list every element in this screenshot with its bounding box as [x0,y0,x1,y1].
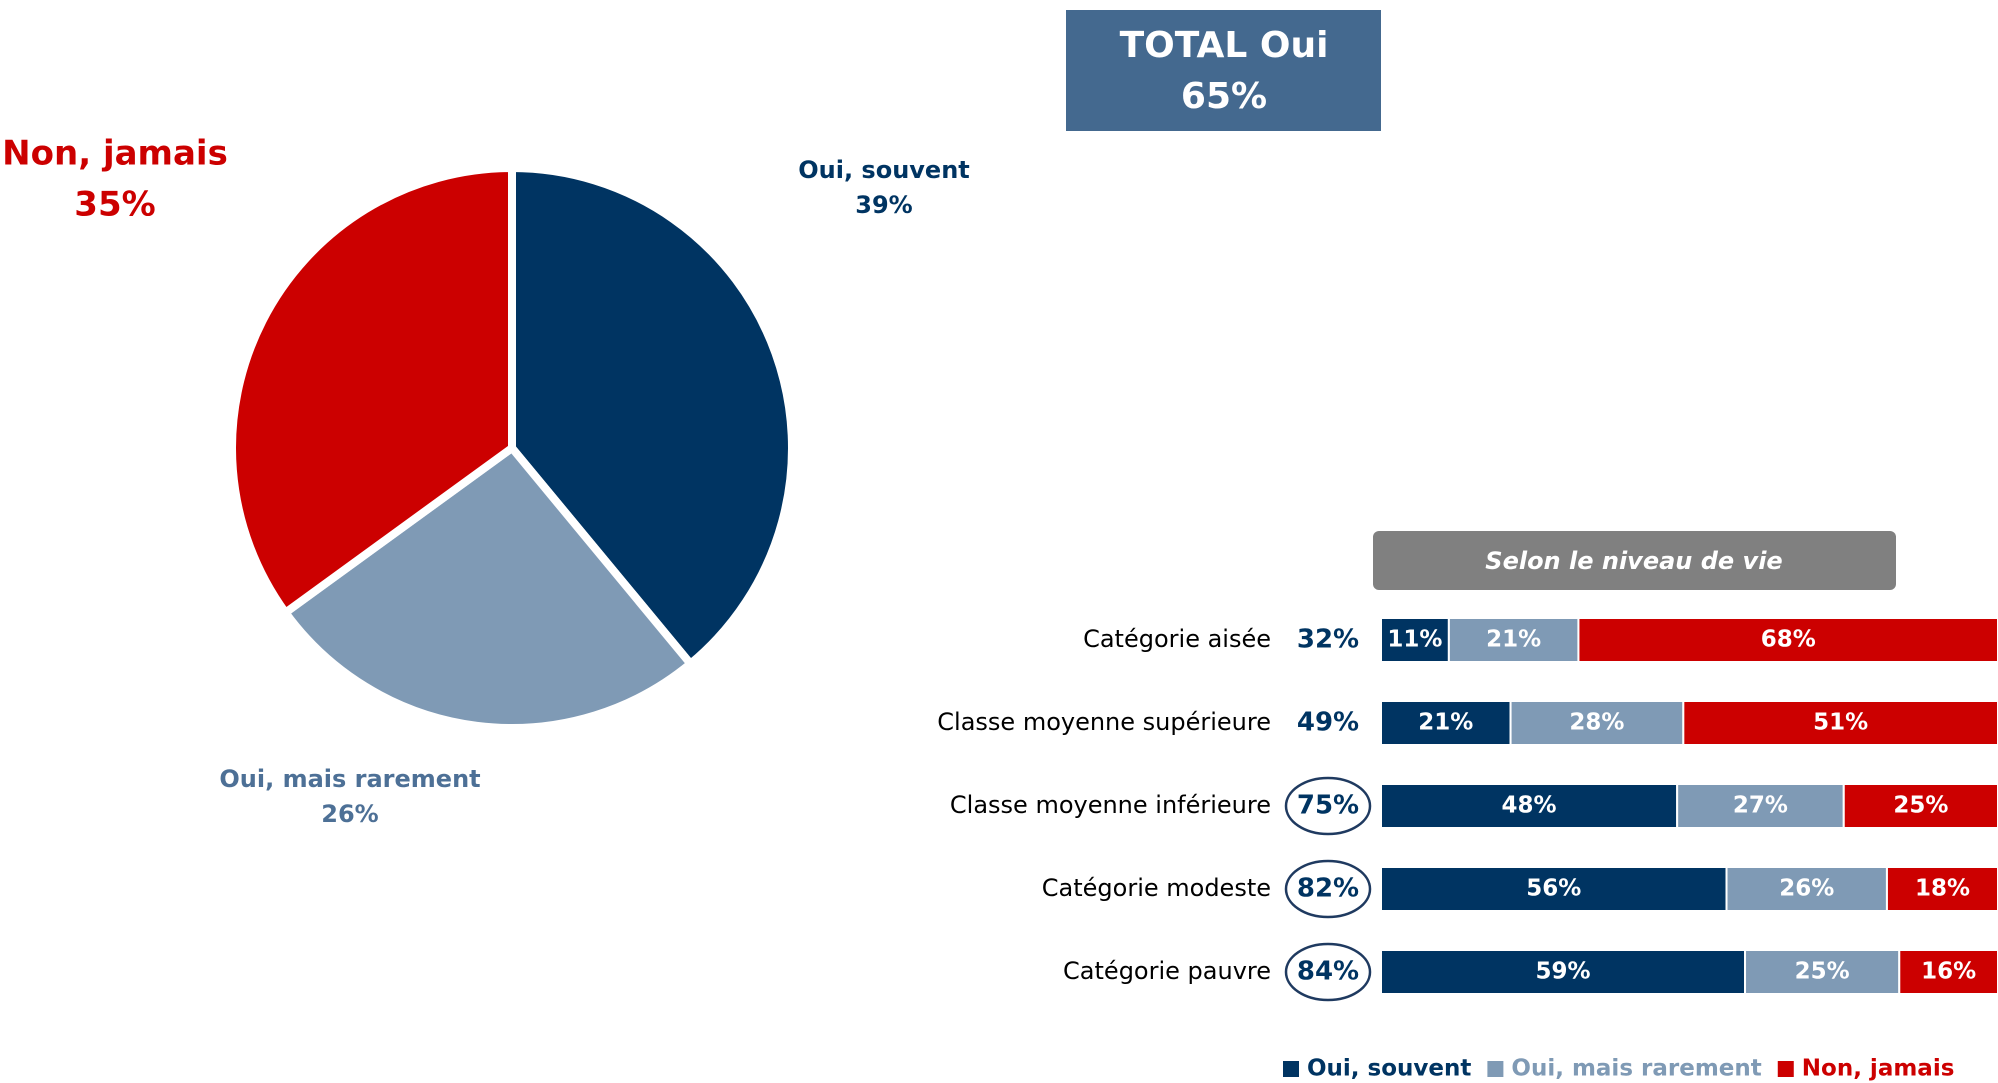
bar-value: 59% [1535,959,1590,985]
bar-value: 25% [1795,959,1850,985]
bar-segment [1725,866,1888,912]
slice-label: Oui, souvent [798,156,970,184]
bar-value: 18% [1915,876,1970,902]
slice-value: 35% [74,185,155,225]
highlight-circle [1284,942,1372,1002]
category-label: Classe moyenne inférieure [950,791,1271,819]
bar-value: 27% [1733,793,1788,819]
bar-title-box [1373,531,1896,590]
total-label: 84% [1297,957,1359,987]
category-label: Catégorie aisée [1083,625,1271,653]
bar-value: 28% [1569,710,1624,736]
legend-label: Oui, souvent [1307,1056,1471,1082]
bar-segment [1744,949,1901,995]
bar-value: 25% [1893,793,1948,819]
bar-segment [1898,949,1998,995]
total-label: TOTAL Oui [1120,25,1329,66]
bar-value: 21% [1418,710,1473,736]
total-label: 32% [1297,625,1359,655]
bar-segment [1447,617,1580,663]
category-label: Catégorie pauvre [1063,957,1271,985]
bar-segment [1842,783,1998,829]
total-label: 49% [1297,708,1359,738]
bar-value: 16% [1921,959,1976,985]
highlight-circle [1284,776,1372,836]
bar-segment [1676,783,1845,829]
category-label: Catégorie modeste [1042,874,1271,902]
legend-label: Oui, mais rarement [1511,1056,1761,1082]
pie-slice [279,442,697,732]
legend-swatch [1777,1061,1794,1077]
bar-value: 21% [1486,627,1541,653]
category-label: Classe moyenne supérieure [937,708,1271,736]
bar-title: Selon le niveau de vie [1485,547,1782,575]
bar-value: 26% [1779,876,1834,902]
bar-segment [1380,949,1747,995]
bar-segment [1577,617,1998,663]
slice-value: 39% [855,191,912,219]
pie-slice [228,163,516,619]
bar-segment [1380,617,1450,663]
total-value: 65% [1181,76,1267,117]
pie-slice [508,163,796,670]
legend-label: Non, jamais [1802,1056,1955,1082]
total-box [1066,10,1381,131]
total-label: 82% [1297,874,1359,904]
bar-segment [1380,783,1679,829]
slice-value: 26% [321,800,378,828]
slice-label: Oui, mais rarement [219,765,480,793]
slice-label: Non, jamais [2,134,228,174]
bar-segment [1380,700,1512,746]
bar-value: 56% [1526,876,1581,902]
bar-value: 48% [1502,793,1557,819]
bar-value: 51% [1813,710,1868,736]
highlight-circle [1284,859,1372,919]
legend-swatch [1283,1061,1299,1077]
bar-value: 11% [1387,627,1442,653]
bar-value: 68% [1761,627,1816,653]
total-label: 75% [1297,791,1359,821]
bar-segment [1509,700,1685,746]
legend-swatch [1487,1061,1504,1077]
